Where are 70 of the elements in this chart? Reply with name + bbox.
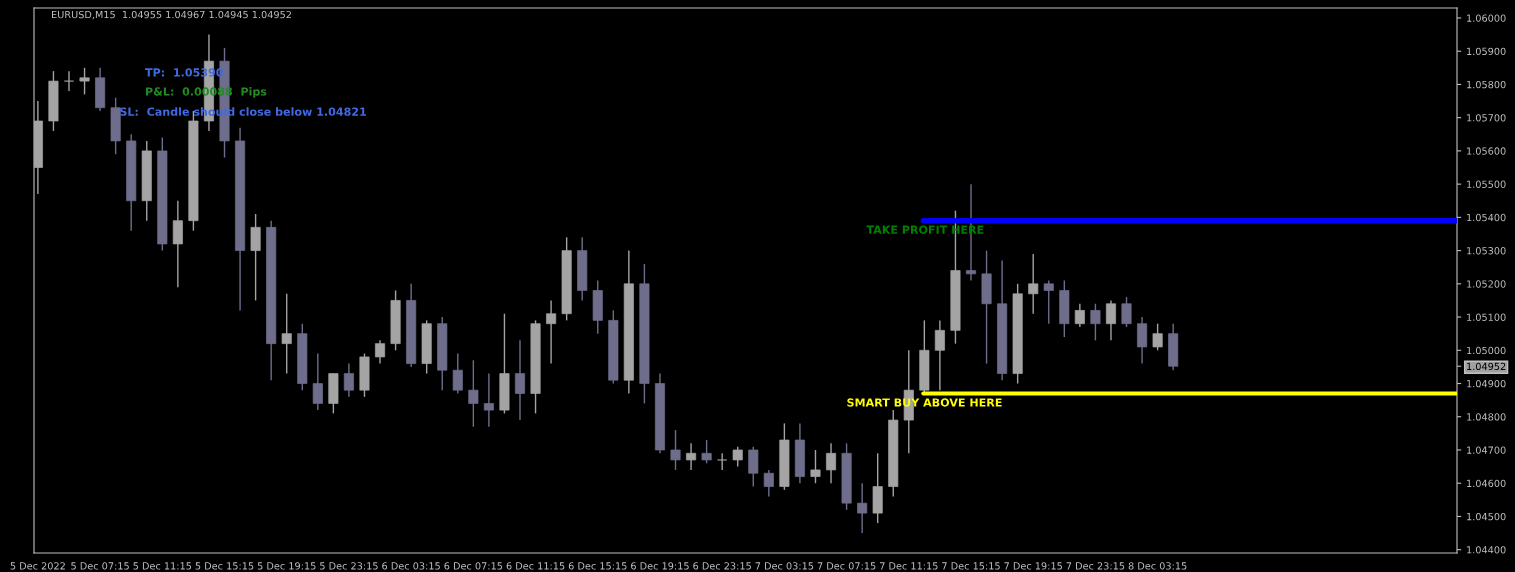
candlestick: [281, 293, 292, 375]
candlestick: [763, 469, 774, 498]
x-tick-label: 7 Dec 23:15: [1066, 562, 1125, 570]
x-tick-label: 5 Dec 07:15: [71, 562, 129, 570]
x-tick-label: 6 Dec 11:15: [506, 562, 565, 570]
y-tick-label: 1.05400: [1467, 213, 1506, 222]
y-tick-label: 1.04700: [1467, 446, 1506, 454]
x-tick-label: 7 Dec 07:15: [817, 562, 876, 570]
candlestick: [748, 445, 759, 488]
y-tick-label: 1.05600: [1467, 147, 1506, 155]
candlestick: [375, 339, 386, 365]
candlestick: [1105, 299, 1116, 342]
candlestick: [826, 442, 837, 484]
x-tick-label: 6 Dec 23:15: [693, 562, 751, 570]
x-tick-label: 7 Dec 19:15: [1004, 562, 1062, 570]
x-tick-label: 7 Dec 15:15: [942, 562, 1000, 570]
candlestick: [250, 213, 261, 302]
chart-title: EURUSD,M15 1.04955 1.04967 1.04945 1.04952: [52, 10, 292, 20]
y-tick-label: 1.04400: [1467, 546, 1506, 554]
x-tick-label: 6 Dec 03:15: [382, 562, 440, 570]
y-tick-label: 1.04500: [1467, 512, 1506, 521]
y-tick-label: 1.05200: [1467, 280, 1506, 288]
y-tick-label: 1.05300: [1467, 247, 1506, 255]
candlestick: [1137, 316, 1148, 365]
candlestick: [717, 452, 728, 471]
x-tick-label: 8 Dec 03:15: [1128, 562, 1187, 570]
candlestick: [732, 445, 743, 468]
y-tick-label: 1.05500: [1467, 180, 1506, 188]
candlestick: [343, 362, 354, 398]
y-tick-label: 1.04900: [1467, 380, 1506, 388]
candlestick: [483, 372, 494, 428]
x-tick-label: 5 Dec 15:15: [195, 562, 254, 570]
x-tick-label: 5 Dec 2022: [10, 562, 65, 570]
y-tick-label: 1.04952: [1467, 362, 1506, 371]
candlestick: [1152, 323, 1163, 351]
candlestick: [670, 429, 681, 471]
candlestick: [546, 299, 557, 365]
candlestick: [312, 352, 323, 411]
y-tick-label: 1.05700: [1467, 114, 1506, 122]
candlestick: [701, 439, 712, 464]
x-tick-label: 5 Dec 23:15: [320, 562, 378, 570]
candlestick: [1028, 253, 1039, 315]
candlestick: [1121, 296, 1132, 328]
y-tick-label: 1.04800: [1467, 413, 1506, 421]
x-tick-label: 6 Dec 15:15: [568, 562, 627, 570]
candlestick: [1074, 303, 1085, 328]
candlestick: [172, 200, 183, 288]
y-tick-label: 1.05100: [1467, 313, 1506, 321]
candlestick: [810, 449, 821, 484]
x-tick-label: 5 Dec 11:15: [133, 562, 192, 570]
x-tick-label: 6 Dec 07:15: [444, 562, 503, 570]
candlestick: [452, 352, 463, 395]
candlestick: [857, 482, 868, 534]
candlestick: [514, 339, 526, 421]
candlestick: [79, 67, 90, 96]
candlestick: [686, 442, 697, 471]
x-tick-label: 6 Dec 19:15: [631, 562, 689, 570]
x-tick-label: 7 Dec 11:15: [879, 562, 938, 570]
candlestick: [1090, 303, 1101, 342]
x-tick-label: 5 Dec 19:15: [257, 562, 316, 570]
candlestick: [1043, 279, 1054, 325]
candlestick: [934, 319, 945, 391]
y-tick-label: 1.05900: [1467, 47, 1506, 56]
y-tick-label: 1.05000: [1467, 346, 1506, 355]
y-tick-label: 1.05800: [1467, 80, 1506, 89]
candlestick: [468, 359, 479, 428]
y-tick-label: 1.04600: [1467, 479, 1506, 488]
candlestick: [63, 70, 75, 92]
x-tick-label: 7 Dec 03:15: [755, 562, 814, 570]
y-tick-label: 1.06000: [1467, 14, 1506, 22]
